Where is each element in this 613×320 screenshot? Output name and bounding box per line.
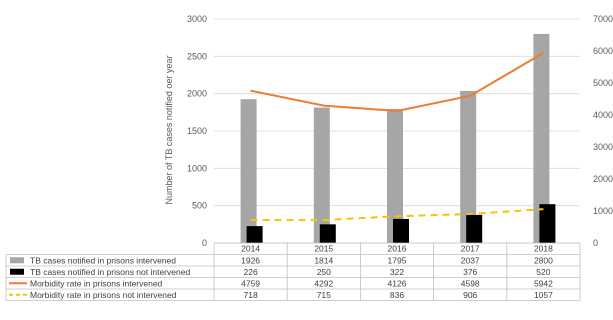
legend-label: Morbidity rate in prisons intervened	[30, 278, 163, 288]
y-tick-label: 2000	[187, 89, 207, 99]
legend-key-bar-intervened	[10, 257, 24, 264]
data-label: 1795	[388, 255, 407, 265]
bar-not-intervened	[319, 224, 336, 243]
data-label: 376	[463, 267, 477, 277]
y-tick-label: 0	[202, 238, 207, 248]
y-tick-label: 1500	[187, 126, 207, 136]
data-label: 906	[463, 290, 477, 300]
data-label: 4292	[314, 278, 333, 288]
y-axis-title: Number of TB cases notified oer year	[164, 56, 174, 205]
bar-intervened	[460, 90, 477, 244]
data-label: 4759	[241, 278, 260, 288]
data-label: 5942	[534, 278, 553, 288]
data-label: 2037	[461, 255, 480, 265]
bar-intervened	[240, 99, 257, 243]
x-tick-label: 2014	[241, 244, 260, 254]
y2-tick-label: 6000	[593, 46, 613, 56]
legend-label: Morbidity rate in prisons not intervened	[30, 290, 177, 300]
data-label: 836	[390, 290, 404, 300]
bar-intervened	[533, 33, 550, 243]
y2-tick-label: 0	[593, 238, 598, 248]
x-tick-label: 2017	[461, 244, 480, 254]
right-y-axis: 0 1000 2000 3000 4000 5000 6000 7000	[593, 14, 613, 248]
data-label: 226	[244, 267, 258, 277]
legend-key-bar-not-intervened	[10, 268, 24, 275]
data-label: 4126	[388, 278, 407, 288]
data-label: 1057	[534, 290, 553, 300]
data-label: 520	[536, 267, 550, 277]
data-label: 250	[317, 267, 331, 277]
bar-intervened	[313, 107, 330, 244]
y2-tick-label: 3000	[593, 142, 613, 152]
y-tick-label: 2500	[187, 51, 207, 61]
data-label: 4598	[461, 278, 480, 288]
bar-not-intervened	[246, 226, 263, 243]
bar-intervened	[387, 108, 403, 244]
y-tick-label: 1000	[187, 163, 207, 173]
y2-tick-label: 1000	[593, 206, 613, 216]
bars	[240, 33, 556, 244]
left-y-axis: 0 500 1000 1500 2000 2500 3000	[187, 14, 207, 248]
legend-label: TB cases notified in prisons not interve…	[30, 267, 190, 277]
legend-label: TB cases notified in prisons intervened	[30, 255, 176, 265]
x-tick-label: 2015	[314, 244, 333, 254]
y2-tick-label: 5000	[593, 78, 613, 88]
data-label: 1814	[314, 255, 333, 265]
y-tick-label: 3000	[187, 14, 207, 24]
y2-tick-label: 7000	[593, 14, 613, 24]
data-label: 718	[244, 290, 258, 300]
bar-not-intervened	[393, 218, 409, 243]
data-label: 2800	[534, 255, 553, 265]
data-label: 715	[317, 290, 331, 300]
data-table: 2014 2015 2016 2017 2018 TB cases notified in…	[5, 242, 581, 301]
x-tick-label: 2016	[388, 244, 407, 254]
line-morbidity-intervened	[250, 51, 544, 112]
line-morbidity-not-intervened	[250, 208, 544, 222]
bar-not-intervened	[466, 214, 483, 243]
data-label: 1926	[241, 255, 260, 265]
y2-tick-label: 4000	[593, 110, 613, 120]
data-label: 322	[390, 267, 404, 277]
lines	[250, 51, 544, 222]
y2-tick-label: 2000	[593, 174, 613, 184]
y-tick-label: 500	[192, 201, 207, 211]
bar-not-intervened	[539, 204, 556, 243]
x-tick-label: 2018	[534, 244, 553, 254]
